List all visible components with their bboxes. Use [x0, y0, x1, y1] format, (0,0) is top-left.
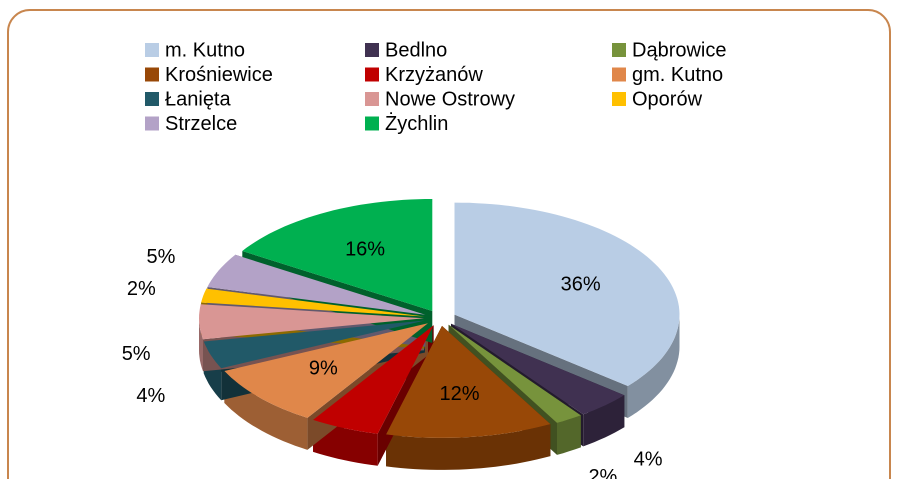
- slice: [242, 199, 433, 311]
- slice: [207, 254, 426, 315]
- legend-label: Strzelce: [165, 113, 237, 135]
- legend-label: Krośniewice: [165, 64, 273, 86]
- legend-swatch: [365, 67, 379, 82]
- legend-label: Łanięta: [165, 88, 231, 110]
- slice: [454, 202, 680, 386]
- legend-swatch: [612, 92, 626, 106]
- legend-swatch: [612, 67, 626, 82]
- legend-label: Dąbrowice: [632, 39, 726, 61]
- data-label: 5%: [147, 246, 176, 268]
- legend-swatch: [365, 92, 379, 106]
- data-label: 2%: [127, 278, 156, 300]
- slice: [224, 323, 428, 418]
- slice: [451, 323, 625, 415]
- slice-side: [557, 415, 581, 455]
- legend-swatch: [145, 67, 159, 82]
- legend-swatch: [145, 116, 159, 131]
- legend-swatch: [365, 116, 379, 131]
- legend-label: Oporów: [632, 88, 703, 110]
- data-label: 5%: [305, 477, 334, 479]
- legend-label: Nowe Ostrowy: [385, 88, 515, 110]
- data-label: 2%: [588, 466, 617, 479]
- slice: [313, 325, 434, 434]
- data-label: 12%: [439, 383, 479, 405]
- data-label: 36%: [561, 273, 601, 295]
- slice: [448, 324, 581, 423]
- slice-side: [199, 318, 203, 372]
- data-label: 4%: [136, 385, 165, 407]
- slice-side: [583, 395, 625, 447]
- legend-label: Żychlin: [385, 112, 448, 135]
- legend-label: Bedlno: [385, 39, 447, 61]
- slice-side: [627, 314, 680, 418]
- legend-label: Krzyżanów: [385, 64, 483, 86]
- legend-swatch: [145, 43, 159, 57]
- legend-swatch: [365, 43, 379, 57]
- legend-label: m. Kutno: [165, 39, 245, 61]
- legend-swatch: [145, 92, 159, 106]
- data-label: 16%: [345, 238, 385, 260]
- legend-label: gm. Kutno: [632, 64, 723, 86]
- data-label: 9%: [309, 357, 338, 379]
- slice: [386, 325, 551, 438]
- slice-side: [386, 424, 551, 470]
- legend-swatch: [612, 43, 626, 57]
- data-label: 5%: [122, 343, 151, 365]
- slice: [203, 320, 425, 369]
- slice: [201, 288, 425, 317]
- slice: [199, 304, 424, 340]
- data-label: 4%: [634, 449, 663, 471]
